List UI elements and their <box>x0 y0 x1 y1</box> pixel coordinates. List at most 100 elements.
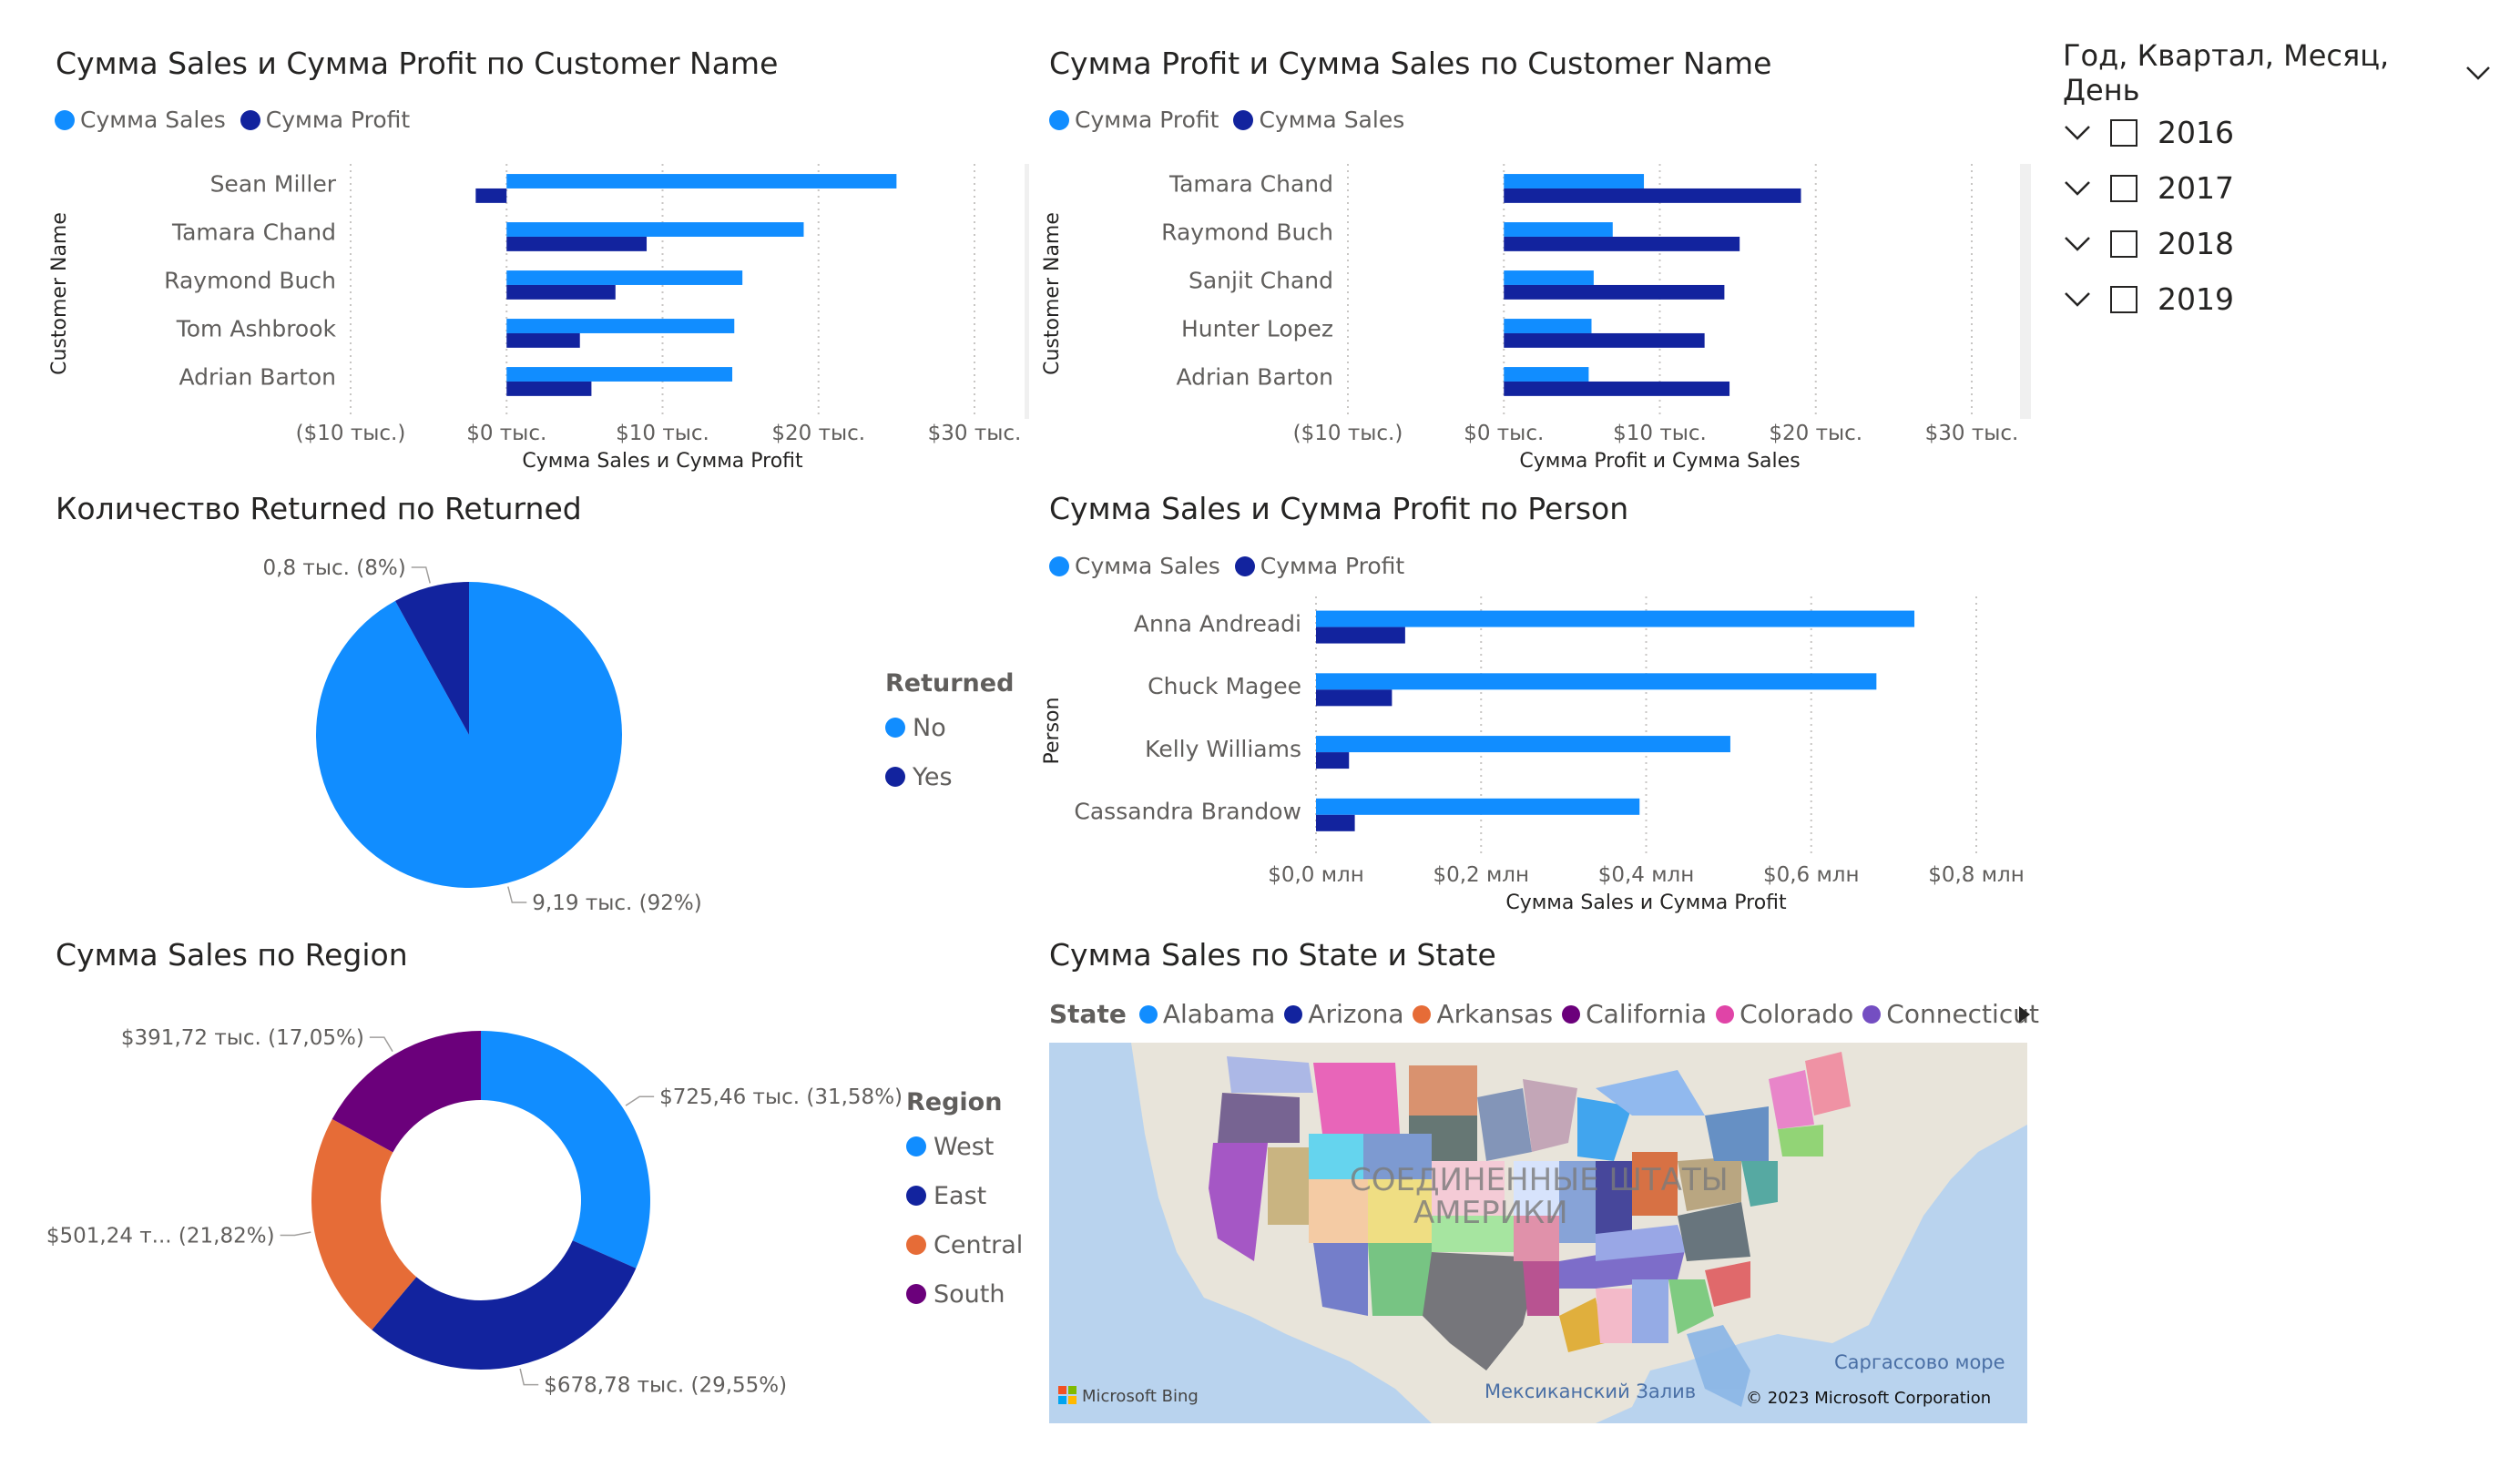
chart-title: Количество Returned по Returned <box>56 491 582 526</box>
bar-series-2 <box>1316 814 1355 831</box>
bar-series-1 <box>506 367 733 382</box>
category-label: Adrian Barton <box>179 364 336 391</box>
legend-item-sales[interactable]: Сумма Sales <box>1049 553 1220 579</box>
legend-label: West <box>934 1132 995 1161</box>
legend-dot-icon <box>240 109 260 130</box>
checkbox[interactable] <box>2110 285 2137 313</box>
chart-returned-pie: Количество Returned по Returned 9,19 тыс… <box>46 487 1029 933</box>
slicer-item-2019[interactable]: 2019 <box>2063 271 2491 327</box>
slicer-item-label: 2018 <box>2158 226 2234 261</box>
data-label: 0,8 тыс. (8%) <box>263 556 406 580</box>
x-axis-title: Сумма Profit и Сумма Sales <box>1519 450 1800 473</box>
bar-series-1 <box>506 222 804 237</box>
chart-legend: Сумма Sales Сумма Profit <box>55 107 424 133</box>
legend-item-arizona[interactable]: Arizona <box>1284 999 1403 1029</box>
slicer-item-2016[interactable]: 2016 <box>2063 105 2491 160</box>
bar-series-2 <box>506 284 616 300</box>
legend-label: South <box>934 1279 1005 1309</box>
legend-item-no[interactable]: No <box>885 703 1014 752</box>
y-axis-title: Person <box>1041 698 1064 765</box>
slicer-title: Год, Квартал, Месяц, День <box>2063 38 2390 107</box>
x-axis-title: Сумма Sales и Сумма Profit <box>522 450 803 473</box>
legend-item-south[interactable]: South <box>906 1269 1023 1319</box>
legend-label: Connecticut <box>1886 999 2039 1029</box>
bar-series-1 <box>1504 222 1613 237</box>
category-label: Adrian Barton <box>1176 364 1333 391</box>
x-tick-label: $30 тыс. <box>928 422 1022 445</box>
legend-item-colorado[interactable]: Colorado <box>1716 999 1853 1029</box>
bar-series-1 <box>1504 319 1592 333</box>
category-label: Tamara Chand <box>171 219 336 246</box>
checkbox[interactable] <box>2110 174 2137 202</box>
slice-south <box>332 1031 481 1153</box>
legend-dot-icon <box>1413 1004 1432 1024</box>
legend-item-west[interactable]: West <box>906 1122 1023 1171</box>
chevron-down-icon[interactable] <box>2464 65 2491 81</box>
bar-series-2 <box>1316 689 1393 707</box>
checkbox[interactable] <box>2110 118 2137 147</box>
chart-legend: Сумма Sales Сумма Profit <box>1049 553 1419 579</box>
legend-item-profit[interactable]: Сумма Profit <box>1049 107 1219 133</box>
chart-legend: Returned No Yes <box>885 669 1014 801</box>
legend-dot-icon <box>1138 1004 1158 1024</box>
x-tick-label: ($10 тыс.) <box>1293 422 1403 445</box>
bing-logo-icon <box>1058 1386 1076 1404</box>
chart-svg: 9,19 тыс. (92%) 0,8 тыс. (8%) <box>263 556 702 915</box>
slice-no <box>316 582 623 888</box>
category-label: Tamara Chand <box>1168 171 1333 198</box>
legend-item-yes[interactable]: Yes <box>885 752 1014 801</box>
expand-chevron-icon[interactable] <box>2063 235 2092 253</box>
slicer-item-2018[interactable]: 2018 <box>2063 216 2491 271</box>
category-label: Cassandra Brandow <box>1074 799 1301 825</box>
y-axis-title: Customer Name <box>48 212 71 375</box>
x-tick-label: $10 тыс. <box>616 422 709 445</box>
slicer-item-label: 2019 <box>2158 281 2234 317</box>
x-tick-label: $30 тыс. <box>1925 422 2019 445</box>
x-tick-label: ($10 тыс.) <box>296 422 406 445</box>
chart-title: Сумма Sales и Сумма Profit по Person <box>1049 491 1629 526</box>
checkbox[interactable] <box>2110 229 2137 258</box>
legend-label: Alabama <box>1162 999 1276 1029</box>
bar-series-2 <box>1316 627 1405 644</box>
x-tick-label: $0 тыс. <box>1464 422 1544 445</box>
leader-line <box>280 1231 311 1237</box>
legend-item-central[interactable]: Central <box>906 1220 1023 1269</box>
slicer-item-2017[interactable]: 2017 <box>2063 160 2491 216</box>
slicer-header[interactable]: Год, Квартал, Месяц, День <box>2063 38 2491 107</box>
legend-label: Arkansas <box>1436 999 1554 1029</box>
expand-chevron-icon[interactable] <box>2063 124 2092 142</box>
category-label: Anna Andreadi <box>1134 610 1301 637</box>
x-tick-label: $10 тыс. <box>1613 422 1707 445</box>
expand-chevron-icon[interactable] <box>2063 290 2092 309</box>
legend-item-arkansas[interactable]: Arkansas <box>1413 999 1553 1029</box>
slice-west <box>481 1031 650 1269</box>
bar-series-1 <box>1316 798 1640 815</box>
legend-dot-icon <box>885 767 905 787</box>
bar-series-1 <box>1316 610 1915 627</box>
legend-item-california[interactable]: California <box>1562 999 1707 1029</box>
leader-line <box>369 1036 393 1053</box>
expand-chevron-icon[interactable] <box>2063 179 2092 198</box>
category-label: Raymond Buch <box>164 268 336 294</box>
data-label: $725,46 тыс. (31,58%) <box>659 1085 903 1109</box>
map-canvas[interactable]: СОЕДИНЕННЫЕ ШТАТЫ АМЕРИКИ Мексиканский З… <box>1049 1043 2027 1423</box>
slice-yes <box>394 582 469 735</box>
legend-label: Сумма Sales <box>1259 107 1405 133</box>
x-tick-label: $0,6 млн <box>1763 863 1860 887</box>
legend-item-profit[interactable]: Сумма Profit <box>240 107 410 133</box>
legend-item-east[interactable]: East <box>906 1171 1023 1220</box>
legend-item-sales[interactable]: Сумма Sales <box>55 107 226 133</box>
legend-dot-icon <box>906 1136 926 1156</box>
legend-item-profit[interactable]: Сумма Profit <box>1234 553 1404 579</box>
legend-item-sales[interactable]: Сумма Sales <box>1233 107 1404 133</box>
bar-series-1 <box>1504 367 1589 382</box>
chart-title: Сумма Sales по State и State <box>1049 937 1496 973</box>
bar-series-2 <box>1504 332 1705 348</box>
legend-item-connecticut[interactable]: Connecticut <box>1862 999 2039 1029</box>
legend-item-alabama[interactable]: Alabama <box>1138 999 1276 1029</box>
legend-next-arrow-icon[interactable] <box>2017 1004 2032 1024</box>
chart-svg: ($10 тыс.) $0 тыс. $10 тыс. $20 тыс. $30 тыс… <box>1041 164 2031 473</box>
x-tick-label: $0,0 млн <box>1268 863 1364 887</box>
legend-dot-icon <box>885 718 905 738</box>
category-label: Tom Ashbrook <box>176 316 337 342</box>
